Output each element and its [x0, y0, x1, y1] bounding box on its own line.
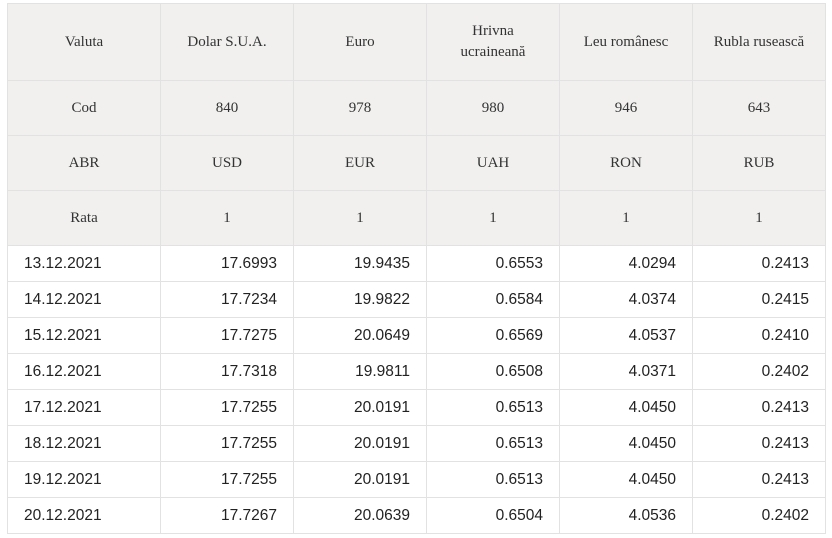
rate-rub: 0.2402 [692, 497, 826, 534]
currency-name-row: Valuta Dolar S.U.A. Euro Hrivna ucrainea… [7, 3, 826, 81]
row-date: 13.12.2021 [7, 245, 161, 282]
currency-code-rub: 643 [692, 80, 826, 136]
rate-rub: 0.2413 [692, 425, 826, 462]
currency-code-uah: 980 [426, 80, 560, 136]
rate-ron: 4.0374 [559, 281, 693, 318]
rate-usd: 17.7234 [160, 281, 294, 318]
currency-rate-usd: 1 [160, 190, 294, 246]
rate-rub: 0.2402 [692, 353, 826, 390]
currency-name-rub: Rubla rusească [692, 3, 826, 81]
currency-name-eur: Euro [293, 3, 427, 81]
rate-rub: 0.2413 [692, 461, 826, 498]
rate-ron: 4.0294 [559, 245, 693, 282]
rate-uah: 0.6504 [426, 497, 560, 534]
rate-usd: 17.7255 [160, 461, 294, 498]
rate-uah: 0.6513 [426, 425, 560, 462]
rate-rub: 0.2413 [692, 245, 826, 282]
currency-name-usd: Dolar S.U.A. [160, 3, 294, 81]
rate-ron: 4.0536 [559, 497, 693, 534]
currency-code-ron: 946 [559, 80, 693, 136]
currency-code-eur: 978 [293, 80, 427, 136]
currency-rate-ron: 1 [559, 190, 693, 246]
rate-rub: 0.2410 [692, 317, 826, 354]
rate-ron: 4.0450 [559, 425, 693, 462]
currency-abbr-uah: UAH [426, 135, 560, 191]
rate-eur: 19.9822 [293, 281, 427, 318]
row-date: 17.12.2021 [7, 389, 161, 426]
rate-label: Rata [7, 190, 161, 246]
rate-rub: 0.2415 [692, 281, 826, 318]
rate-uah: 0.6513 [426, 461, 560, 498]
table-row: 15.12.2021 17.7275 20.0649 0.6569 4.0537… [7, 317, 826, 354]
row-date: 15.12.2021 [7, 317, 161, 354]
rate-ron: 4.0371 [559, 353, 693, 390]
table-row: 17.12.2021 17.7255 20.0191 0.6513 4.0450… [7, 389, 826, 426]
currency-name-uah: Hrivna ucraineană [426, 3, 560, 81]
currency-abbr-ron: RON [559, 135, 693, 191]
table-row: 13.12.2021 17.6993 19.9435 0.6553 4.0294… [7, 245, 826, 282]
rate-eur: 20.0191 [293, 389, 427, 426]
currency-abbr-usd: USD [160, 135, 294, 191]
rate-eur: 20.0191 [293, 461, 427, 498]
currency-code-row: Cod 840 978 980 946 643 [7, 80, 826, 136]
currency-rate-uah: 1 [426, 190, 560, 246]
exchange-rates-table: Valuta Dolar S.U.A. Euro Hrivna ucrainea… [7, 3, 826, 534]
currency-rate-rub: 1 [692, 190, 826, 246]
rate-eur: 20.0639 [293, 497, 427, 534]
currency-abbr-eur: EUR [293, 135, 427, 191]
rate-uah: 0.6553 [426, 245, 560, 282]
row-date: 20.12.2021 [7, 497, 161, 534]
currency-rate-eur: 1 [293, 190, 427, 246]
rate-usd: 17.7255 [160, 425, 294, 462]
rate-eur: 19.9435 [293, 245, 427, 282]
table-row: 16.12.2021 17.7318 19.9811 0.6508 4.0371… [7, 353, 826, 390]
row-date: 16.12.2021 [7, 353, 161, 390]
rate-uah: 0.6569 [426, 317, 560, 354]
code-label: Cod [7, 80, 161, 136]
table-row: 19.12.2021 17.7255 20.0191 0.6513 4.0450… [7, 461, 826, 498]
rate-usd: 17.7275 [160, 317, 294, 354]
currency-code-usd: 840 [160, 80, 294, 136]
row-date: 18.12.2021 [7, 425, 161, 462]
exchange-rates-panel: Valuta Dolar S.U.A. Euro Hrivna ucrainea… [7, 3, 826, 534]
currency-rate-row: Rata 1 1 1 1 1 [7, 190, 826, 246]
rate-usd: 17.7267 [160, 497, 294, 534]
rate-eur: 20.0191 [293, 425, 427, 462]
table-row: 20.12.2021 17.7267 20.0639 0.6504 4.0536… [7, 497, 826, 534]
table-row: 14.12.2021 17.7234 19.9822 0.6584 4.0374… [7, 281, 826, 318]
rate-uah: 0.6508 [426, 353, 560, 390]
rate-usd: 17.6993 [160, 245, 294, 282]
currency-name-ron: Leu românesc [559, 3, 693, 81]
abbr-label: ABR [7, 135, 161, 191]
currency-abbr-rub: RUB [692, 135, 826, 191]
rate-uah: 0.6584 [426, 281, 560, 318]
row-date: 14.12.2021 [7, 281, 161, 318]
rate-ron: 4.0450 [559, 461, 693, 498]
currency-abbr-row: ABR USD EUR UAH RON RUB [7, 135, 826, 191]
table-row: 18.12.2021 17.7255 20.0191 0.6513 4.0450… [7, 425, 826, 462]
row-date: 19.12.2021 [7, 461, 161, 498]
rate-ron: 4.0537 [559, 317, 693, 354]
rate-eur: 19.9811 [293, 353, 427, 390]
rate-uah: 0.6513 [426, 389, 560, 426]
rate-usd: 17.7255 [160, 389, 294, 426]
rate-usd: 17.7318 [160, 353, 294, 390]
currency-label: Valuta [7, 3, 161, 81]
rate-rub: 0.2413 [692, 389, 826, 426]
rate-eur: 20.0649 [293, 317, 427, 354]
rate-ron: 4.0450 [559, 389, 693, 426]
